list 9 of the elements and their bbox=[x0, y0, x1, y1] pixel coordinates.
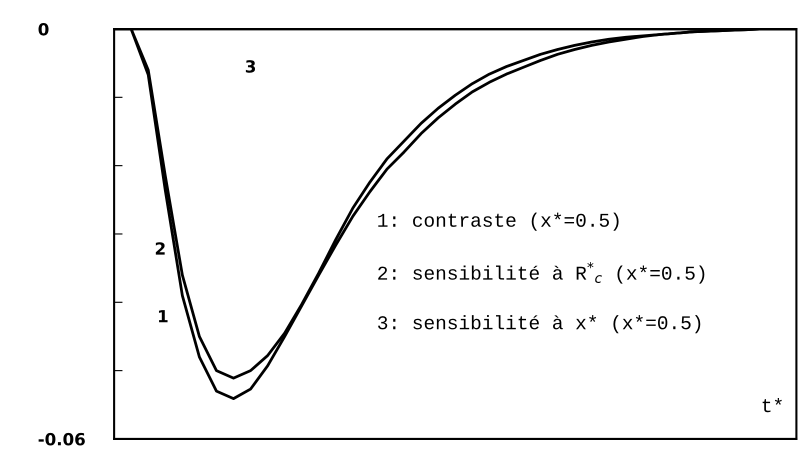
series-label: 2 bbox=[156, 242, 165, 255]
series-label: 3 bbox=[246, 60, 256, 73]
annotation: 2: sensibilité à R$^{*}$$_{c}$ (x*=0.5) bbox=[378, 262, 704, 284]
annotation: 1: contraste (x*=0.5) bbox=[378, 212, 619, 231]
annotation: 3: sensibilité à x* (x*=0.5) bbox=[378, 315, 700, 334]
series-label: 1 bbox=[158, 310, 168, 322]
y-tick-label: -0.06 bbox=[38, 432, 85, 446]
y-tick-label: 0 bbox=[38, 22, 49, 36]
x-axis-title: t* bbox=[762, 398, 782, 412]
